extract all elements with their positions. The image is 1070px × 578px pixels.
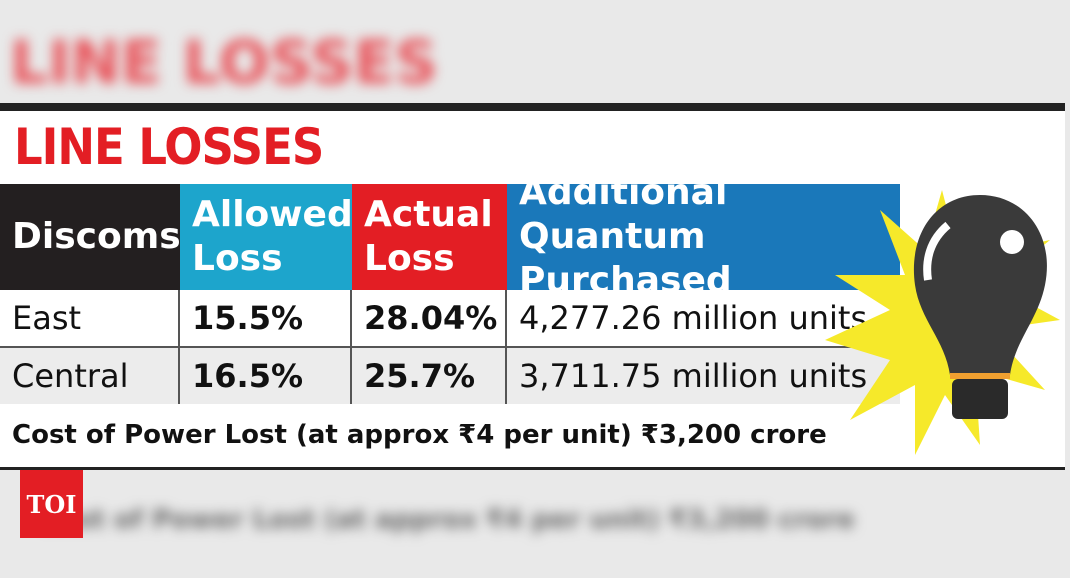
- cell: 25.7%: [352, 348, 507, 404]
- bulb-ring: [950, 373, 1010, 379]
- title: LINE LOSSES: [14, 118, 324, 176]
- bulb-illustration: [825, 190, 1060, 455]
- bulb-base: [952, 379, 1008, 419]
- highlight-dot: [1000, 230, 1024, 254]
- header-cell: Allowed Loss: [180, 184, 353, 290]
- row: [0, 348, 900, 404]
- cell: 28.04%: [352, 290, 507, 346]
- cell: East: [0, 290, 180, 346]
- blurred-title: LINE LOSSES: [10, 28, 438, 98]
- cell: 4,277.26 million units: [519, 299, 868, 337]
- header-cell: Actual Loss: [352, 184, 507, 290]
- highlight: [923, 221, 951, 281]
- logo: TOI: [20, 470, 83, 538]
- cell: 3,711.75 million units: [519, 357, 868, 395]
- footer: Cost of Power Lost (at approx ₹4 per uni…: [12, 420, 827, 450]
- header-cell: Discoms: [0, 184, 181, 290]
- cell: Central: [0, 348, 180, 404]
- blurred-footer: Cost of Power Lost (at approx ₹4 per uni…: [40, 505, 855, 535]
- cell: 16.5%: [180, 348, 352, 404]
- row: [0, 290, 900, 348]
- cell: 15.5%: [180, 290, 352, 346]
